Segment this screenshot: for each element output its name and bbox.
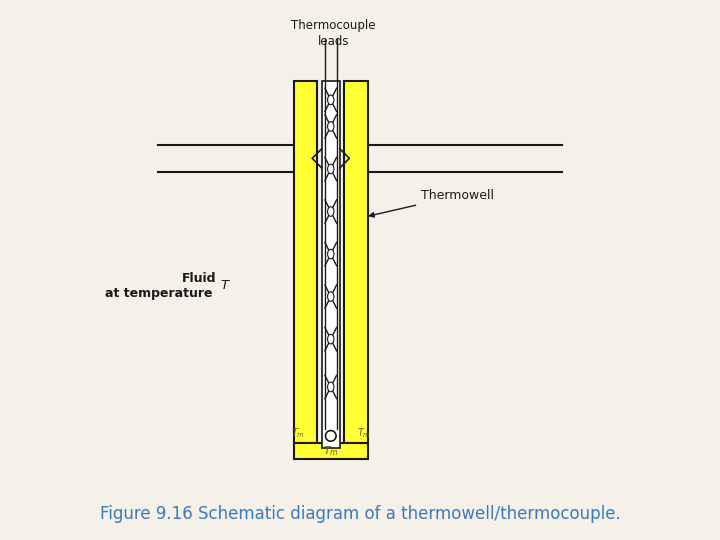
Ellipse shape — [328, 382, 334, 392]
Text: Thermowell: Thermowell — [369, 189, 494, 217]
Text: Thermocouple
leads: Thermocouple leads — [291, 19, 376, 48]
Ellipse shape — [328, 334, 334, 344]
Ellipse shape — [328, 292, 334, 301]
Text: Fluid
at temperature: Fluid at temperature — [104, 272, 217, 300]
Ellipse shape — [328, 164, 334, 174]
Bar — [294, 81, 318, 443]
Text: $T_m$: $T_m$ — [323, 444, 338, 458]
Text: Figure 9.16 Schematic diagram of a thermowell/thermocouple.: Figure 9.16 Schematic diagram of a therm… — [99, 504, 621, 523]
Text: $T_m$: $T_m$ — [356, 426, 371, 440]
Text: $T_m$: $T_m$ — [291, 426, 305, 440]
Ellipse shape — [328, 95, 334, 105]
Ellipse shape — [328, 249, 334, 259]
Bar — [294, 443, 368, 459]
Ellipse shape — [328, 122, 334, 131]
Bar — [344, 81, 368, 443]
Bar — [322, 81, 340, 448]
Text: $T$: $T$ — [220, 279, 230, 293]
Ellipse shape — [328, 207, 334, 217]
